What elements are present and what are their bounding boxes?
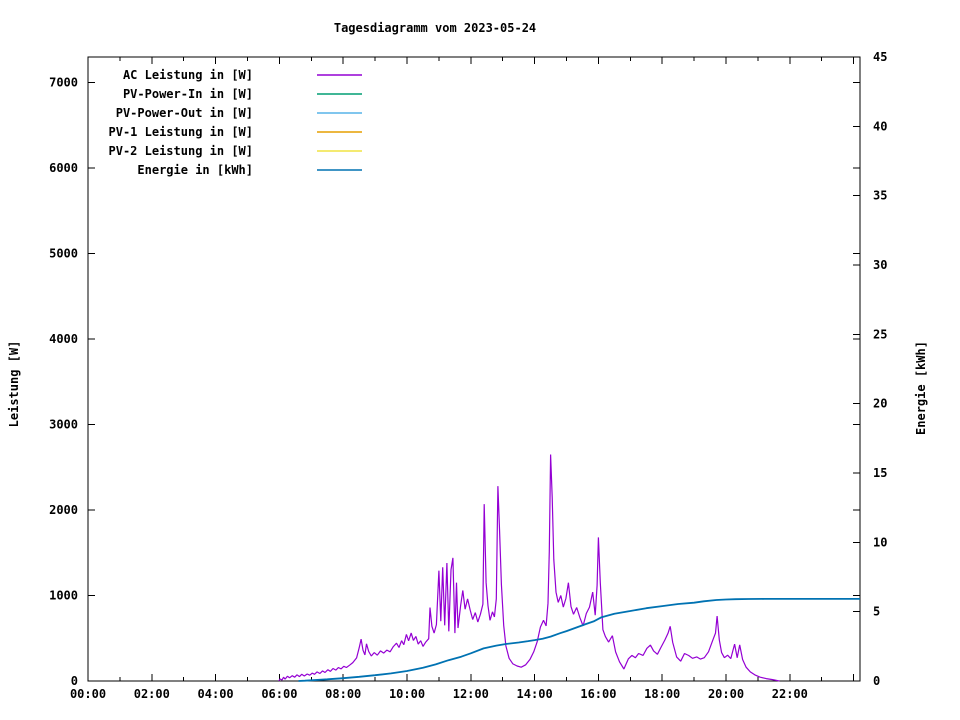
y2-tick-label: 0 [873,674,880,688]
y2-tick-label: 30 [873,258,887,272]
x-tick-label: 22:00 [772,687,808,701]
series-line-ac-leistung-in-w [278,454,780,682]
y-tick-label: 6000 [49,161,78,175]
legend-label: PV-2 Leistung in [W] [109,144,254,158]
x-tick-label: 00:00 [70,687,106,701]
x-tick-label: 10:00 [389,687,425,701]
x-tick-label: 18:00 [644,687,680,701]
y2-tick-label: 25 [873,327,887,341]
x-tick-label: 12:00 [453,687,489,701]
x-tick-label: 20:00 [708,687,744,701]
series-line-energie-in-kwh [298,598,860,682]
chart-title: Tagesdiagramm vom 2023-05-24 [333,21,537,35]
y2-tick-label: 35 [873,189,887,203]
y-tick-label: 2000 [49,503,78,517]
legend-label: PV-Power-Out in [W] [116,106,253,120]
y-tick-label: 1000 [49,589,78,603]
y2-tick-label: 15 [873,466,887,480]
y-tick-label: 5000 [49,247,78,261]
y2-tick-label: 40 [873,119,887,133]
legend-label: PV-1 Leistung in [W] [109,125,254,139]
legend-label: Energie in [kWh] [137,163,253,177]
y-tick-label: 4000 [49,332,78,346]
y-tick-label: 3000 [49,418,78,432]
y-tick-label: 0 [71,674,78,688]
x-tick-label: 02:00 [134,687,170,701]
x-tick-label: 04:00 [198,687,234,701]
legend-label: PV-Power-In in [W] [123,87,253,101]
y2-tick-label: 20 [873,397,887,411]
legend-label: AC Leistung in [W] [123,68,253,82]
y2-tick-label: 5 [873,605,880,619]
y2-tick-label: 45 [873,50,887,64]
y2-tick-label: 10 [873,535,887,549]
x-tick-label: 06:00 [261,687,297,701]
x-tick-label: 16:00 [580,687,616,701]
y-tick-label: 7000 [49,76,78,90]
x-tick-label: 08:00 [325,687,361,701]
x-tick-label: 14:00 [517,687,553,701]
